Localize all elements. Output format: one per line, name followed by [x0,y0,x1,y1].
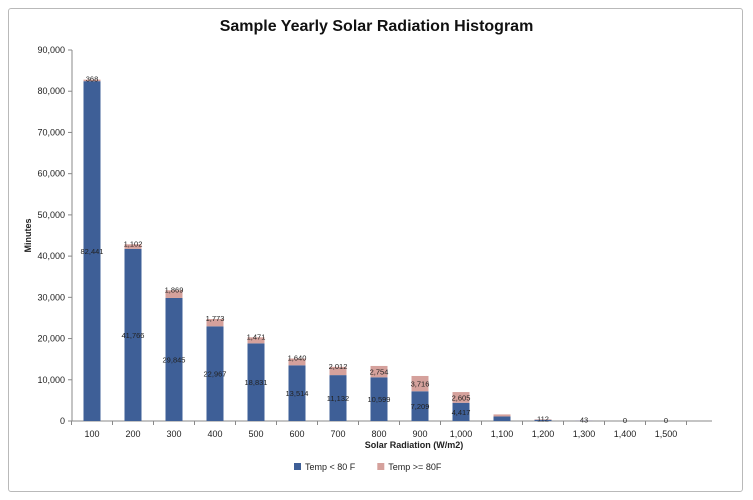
x-tick-label: 700 [330,429,345,439]
data-labels: 82,441 368 41,766 1,102 29,845 1,869 22,967 1,7… [81,75,669,425]
bar-segment-temp-below-80 [411,391,429,421]
bar-segment-temp-80-plus [370,365,388,378]
x-tick-label: 1,300 [573,429,596,439]
data-label-temp-below-80: 4,417 [452,408,471,417]
data-label-temp-80-plus: 2,012 [329,362,348,371]
data-label-temp-80-plus: 368 [86,75,99,84]
bar-segment-temp-80-plus [124,244,142,249]
x-tick-label: 100 [84,429,99,439]
data-label-temp-below-80: 13,514 [286,389,309,398]
bar-segment-temp-80-plus [329,366,347,376]
bar-segment-temp-below-80 [124,248,142,421]
bar-segment-temp-80-plus [452,392,470,403]
data-label-temp-80-plus: 1,640 [288,354,307,363]
bar-segment-temp-80-plus [247,337,265,344]
bar-segment-temp-below-80 [206,326,224,421]
data-label-temp-below-80: 10,599 [368,395,391,404]
bar-segment-temp-below-80 [165,297,183,421]
data-label-temp-below-80: 82,441 [81,247,104,256]
data-label-temp-below-80: 18,831 [245,378,268,387]
data-label-temp-below-80: 22,967 [204,370,227,379]
x-tick-label: 1,000 [450,429,473,439]
data-label-temp-80-plus: 0 [623,416,627,425]
x-tick-label: 800 [371,429,386,439]
x-tick-label: 400 [207,429,222,439]
chart-title: Sample Yearly Solar Radiation Histogram [219,18,534,35]
bar-segment-temp-80-plus [206,319,224,327]
y-tick-label: 50,000 [37,210,65,220]
axes: 0 10,000 20,000 30,000 40,000 50,000 60,000 70,… [23,45,712,450]
y-tick-label: 80,000 [37,86,65,96]
legend: Temp < 80 F Temp >= 80F [294,462,442,472]
bar-segment-temp-below-80 [288,365,306,421]
bar-segment-temp-below-80 [493,416,511,421]
y-axis-title: Minutes [23,218,33,252]
legend-swatch [377,463,385,470]
legend-swatch [294,463,301,470]
x-tick-label: 1,100 [491,429,514,439]
data-label-temp-80-plus: 0 [664,416,668,425]
data-label-temp-80-plus: 1,773 [206,314,225,323]
data-label-temp-80-plus: 112 [537,414,549,423]
y-tick-label: 90,000 [37,45,65,55]
x-tick-label: 1,400 [614,429,637,439]
y-tick-label: 40,000 [37,251,65,261]
x-tick-label: 300 [166,429,181,439]
data-label-temp-80-plus: 1,471 [247,332,266,341]
data-label-temp-80-plus: 2,605 [452,393,471,402]
data-label-temp-80-plus: 1,102 [124,239,143,248]
x-tick-label: 1,500 [655,429,678,439]
legend-label: Temp >= 80F [388,462,442,472]
bar-segment-temp-80-plus [165,290,183,298]
bars [83,79,593,421]
bar-segment-temp-below-80 [370,377,388,421]
x-tick-label: 600 [289,429,304,439]
bar-segment-temp-below-80 [534,419,552,421]
bar-segment-temp-below-80 [452,402,470,421]
bar-segment-temp-below-80 [83,81,101,421]
data-label-temp-80-plus: 43 [580,415,588,424]
y-tick-label: 30,000 [37,292,65,302]
data-label-temp-below-80: 41,766 [122,331,145,340]
x-tick-label: 900 [412,429,427,439]
data-label-temp-80-plus: 3,716 [411,380,430,389]
y-tick-label: 10,000 [37,375,65,385]
x-tick-label: 200 [125,429,140,439]
bar-segment-temp-80-plus [83,79,101,82]
bar-segment-temp-below-80 [329,375,347,421]
y-tick-label: 0 [60,416,65,426]
bar-segment-temp-80-plus [411,375,429,392]
data-label-temp-below-80: 11,132 [327,394,349,403]
bar-segment-temp-80-plus [493,414,511,417]
data-label-temp-below-80: 7,209 [411,402,430,411]
y-tick-label: 60,000 [37,169,65,179]
legend-label: Temp < 80 F [305,462,356,472]
data-label-temp-80-plus: 2,754 [370,368,389,377]
x-tick-label: 500 [248,429,263,439]
data-label-temp-80-plus: 1,869 [165,285,184,294]
data-label-temp-below-80: 29,845 [163,355,186,364]
y-tick-label: 20,000 [37,334,65,344]
bar-segment-temp-80-plus [288,358,306,366]
bar-segment-temp-below-80 [247,343,265,421]
y-tick-label: 70,000 [37,127,65,137]
x-axis-title: Solar Radiation (W/m2) [365,440,464,450]
x-tick-label: 1,200 [532,429,555,439]
